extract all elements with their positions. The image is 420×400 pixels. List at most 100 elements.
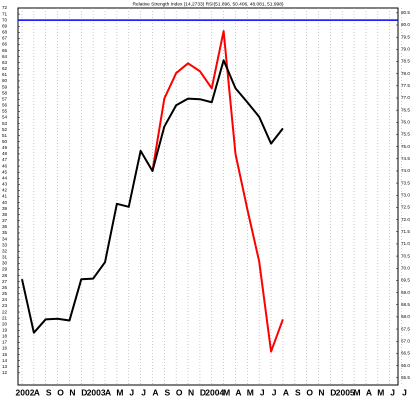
y-tick-label: 71	[2, 11, 8, 16]
y-tick-label: 65	[2, 48, 8, 53]
x-tick-label: M	[247, 387, 254, 397]
x-tick-label: J	[141, 387, 146, 397]
y-tick-label: 72	[2, 5, 8, 10]
y-tick-label: 47	[2, 157, 8, 162]
x-tick-label: N	[188, 387, 194, 397]
y-tick-label: 34	[2, 236, 8, 241]
y-tick-label: 24	[2, 297, 8, 302]
y2-tick-label: 80.5	[401, 10, 410, 15]
y-tick-label: 27	[2, 279, 8, 284]
x-tick-label: 2005	[336, 387, 355, 397]
y-tick-label: 25	[2, 291, 8, 296]
y-tick-label: 38	[2, 212, 8, 217]
x-tick-label: J	[402, 387, 407, 397]
y2-tick-label: 65.5	[401, 375, 410, 380]
x-tick-label: A	[105, 387, 111, 397]
y2-tick-label: 66.0	[401, 363, 410, 368]
x-tick-label: J	[129, 387, 134, 397]
y2-tick-label: 75.5	[401, 132, 410, 137]
y2-tick-label: 78.0	[401, 71, 410, 76]
y2-tick-label: 69.0	[401, 290, 410, 295]
y2-tick-label: 79.0	[401, 47, 410, 52]
y-tick-label: 39	[2, 206, 8, 211]
y-tick-label: 21	[2, 315, 8, 320]
y-tick-label: 58	[2, 90, 8, 95]
y-tick-label: 33	[2, 242, 8, 247]
y-tick-label: 28	[2, 273, 8, 278]
chart-title: Relative Strength Index (14,2733) RSI(51…	[133, 1, 284, 7]
y-tick-label: 50	[2, 139, 8, 144]
y-tick-label: 60	[2, 78, 8, 83]
x-tick-label: N	[318, 387, 324, 397]
y2-tick-label: 73.5	[401, 180, 410, 185]
x-tick-label: M	[116, 387, 123, 397]
x-tick-label: D	[330, 387, 336, 397]
x-tick-label: J	[390, 387, 395, 397]
y-tick-label: 70	[2, 17, 8, 22]
y2-tick-label: 70.0	[401, 265, 410, 270]
x-tick-label: M	[223, 387, 230, 397]
y2-tick-label: 72.0	[401, 217, 410, 222]
y2-tick-label: 80.0	[401, 22, 410, 27]
y-tick-label: 63	[2, 60, 8, 65]
y-tick-label: 67	[2, 36, 8, 41]
x-tick-label: S	[46, 387, 52, 397]
x-tick-label: N	[69, 387, 75, 397]
x-tick-label: M	[354, 387, 361, 397]
y2-tick-label: 71.0	[401, 241, 410, 246]
y-tick-label: 57	[2, 96, 8, 101]
y2-tick-label: 74.0	[401, 168, 410, 173]
y2-tick-label: 77.0	[401, 95, 410, 100]
y-tick-label: 52	[2, 127, 8, 132]
y-tick-label: 49	[2, 145, 8, 150]
y-tick-label: 30	[2, 261, 8, 266]
y-tick-label: 69	[2, 23, 8, 28]
y-tick-label: 26	[2, 285, 8, 290]
y2-tick-label: 76.0	[401, 120, 410, 125]
y-tick-label: 51	[2, 133, 8, 138]
y-tick-label: 41	[2, 194, 8, 199]
y-tick-label: 19	[2, 327, 8, 332]
x-tick-label: D	[200, 387, 206, 397]
y2-tick-label: 79.5	[401, 34, 410, 39]
y-tick-label: 15	[2, 352, 8, 357]
plot-frame	[17, 7, 399, 386]
y-tick-label: 66	[2, 42, 8, 47]
y2-tick-label: 75.0	[401, 144, 410, 149]
x-tick-label: O	[57, 387, 64, 397]
x-tick-label: O	[176, 387, 183, 397]
x-tick-label: S	[164, 387, 170, 397]
y-tick-label: 46	[2, 163, 8, 168]
y2-tick-label: 71.5	[401, 229, 410, 234]
y-tick-label: 61	[2, 72, 8, 77]
y-tick-label: 32	[2, 248, 8, 253]
x-tick-label: D	[81, 387, 87, 397]
y-tick-label: 16	[2, 346, 8, 351]
y-tick-label: 56	[2, 103, 8, 108]
x-tick-label: J	[272, 387, 277, 397]
x-tick-label: 2004	[205, 387, 224, 397]
y-tick-label: 29	[2, 267, 8, 272]
y-tick-label: 62	[2, 66, 8, 71]
y2-tick-label: 72.5	[401, 205, 410, 210]
y-tick-label: 14	[2, 358, 8, 363]
y2-tick-label: 69.5	[401, 278, 410, 283]
y-tick-label: 13	[2, 364, 8, 369]
y-tick-label: 12	[2, 370, 8, 375]
y2-tick-label: 67.0	[401, 338, 410, 343]
y2-tick-label: 67.5	[401, 326, 410, 331]
y2-tick-label: 68.0	[401, 314, 410, 319]
series-line	[21, 59, 284, 334]
x-tick-label: 2002	[16, 387, 35, 397]
y-tick-label: 18	[2, 334, 8, 339]
y2-tick-label: 70.5	[401, 253, 410, 258]
y-tick-label: 31	[2, 255, 8, 260]
y-tick-label: 23	[2, 303, 8, 308]
y-tick-label: 54	[2, 115, 8, 120]
x-tick-label: A	[34, 387, 40, 397]
y-tick-label: 64	[2, 54, 8, 59]
y-tick-label: 48	[2, 151, 8, 156]
y-tick-label: 44	[2, 175, 8, 180]
x-tick-label: 2003	[87, 387, 106, 397]
